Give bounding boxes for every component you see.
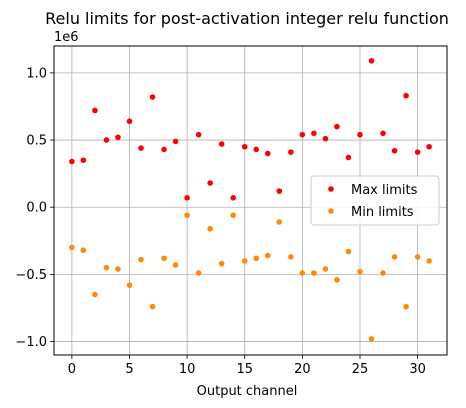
point-max-ch14 <box>230 195 237 201</box>
point-min-ch17 <box>264 252 271 259</box>
point-max-ch23 <box>334 123 340 130</box>
point-min-ch1 <box>80 247 87 254</box>
point-min-ch8 <box>161 255 167 262</box>
point-max-ch11 <box>195 131 202 138</box>
point-max-ch6 <box>138 145 144 151</box>
point-max-ch13 <box>218 141 225 147</box>
point-min-ch19 <box>288 254 294 260</box>
point-min-ch2 <box>92 291 98 298</box>
point-max-ch25 <box>357 131 363 138</box>
point-max-ch9 <box>172 138 179 145</box>
point-max-ch21 <box>311 130 317 137</box>
point-max-ch10 <box>184 195 190 201</box>
point-max-ch17 <box>264 150 271 157</box>
legend-box <box>310 175 440 226</box>
point-max-ch2 <box>92 107 98 114</box>
point-min-ch5 <box>126 282 133 288</box>
point-min-ch12 <box>207 225 213 232</box>
x-tick-label: 20 <box>294 362 311 377</box>
axis-ticks: 0 5 10 15 20 25 30 −1.0 −0.5 0.0 0.5 1.0 <box>15 66 425 377</box>
point-min-ch25 <box>357 268 363 275</box>
x-tick-label: 15 <box>236 362 253 377</box>
x-tick-label: 25 <box>352 362 369 377</box>
point-min-ch21 <box>311 270 317 276</box>
point-min-ch20 <box>299 270 306 276</box>
point-max-ch7 <box>149 94 156 100</box>
point-max-ch1 <box>80 157 87 163</box>
legend-marker-min <box>328 208 334 214</box>
point-max-ch18 <box>276 188 283 194</box>
y-tick-label: −0.5 <box>15 268 47 283</box>
x-tick-label: 0 <box>68 362 76 377</box>
point-min-ch3 <box>103 264 110 271</box>
point-max-ch31 <box>426 143 432 150</box>
point-min-ch26 <box>368 336 375 342</box>
point-max-ch15 <box>241 143 248 150</box>
point-max-ch3 <box>103 137 110 143</box>
point-min-ch27 <box>380 270 386 276</box>
y-offset-label: 1e6 <box>54 30 79 45</box>
point-min-ch4 <box>115 266 121 272</box>
point-max-ch0 <box>69 158 75 165</box>
point-max-ch16 <box>253 146 260 153</box>
legend-label-min: Min limits <box>351 205 414 220</box>
point-max-ch27 <box>380 130 386 137</box>
point-min-ch29 <box>403 303 409 310</box>
point-min-ch6 <box>138 256 144 263</box>
y-tick-label: 0.0 <box>26 201 47 216</box>
point-max-ch4 <box>115 134 121 141</box>
chart-title: Relu limits for post-activation integer … <box>45 9 449 28</box>
point-max-ch30 <box>414 149 421 155</box>
point-max-ch22 <box>322 135 329 142</box>
point-min-ch16 <box>253 255 260 262</box>
x-axis-label: Output channel <box>197 384 298 399</box>
legend-label-max: Max limits <box>351 183 418 198</box>
plot-frame <box>53 45 448 356</box>
point-min-ch18 <box>276 219 283 225</box>
x-tick-label: 30 <box>409 362 426 377</box>
point-max-ch19 <box>288 149 294 155</box>
point-min-ch10 <box>184 212 190 219</box>
y-tick-label: 1.0 <box>26 66 47 81</box>
data-points <box>69 57 432 342</box>
x-tick-label: 5 <box>125 362 133 377</box>
point-max-ch5 <box>126 118 133 125</box>
point-max-ch29 <box>403 92 409 99</box>
point-min-ch24 <box>345 248 352 255</box>
point-min-ch13 <box>218 260 225 267</box>
point-max-ch8 <box>161 146 167 153</box>
point-max-ch28 <box>391 147 398 154</box>
point-min-ch7 <box>149 303 156 310</box>
point-min-ch9 <box>172 262 179 268</box>
legend-marker-max <box>328 186 334 192</box>
x-tick-label: 10 <box>179 362 196 377</box>
point-min-ch11 <box>195 270 202 276</box>
point-min-ch14 <box>230 212 237 219</box>
point-min-ch30 <box>414 254 421 260</box>
point-max-ch20 <box>299 131 306 138</box>
point-max-ch26 <box>368 57 375 64</box>
legend: Max limits Min limits <box>310 175 440 226</box>
point-min-ch0 <box>69 244 75 251</box>
point-min-ch31 <box>426 258 432 264</box>
point-min-ch28 <box>391 254 398 260</box>
point-min-ch22 <box>322 266 329 272</box>
y-tick-label: 0.5 <box>26 134 47 149</box>
point-min-ch15 <box>241 258 248 264</box>
point-min-ch23 <box>334 276 340 283</box>
y-tick-label: −1.0 <box>15 335 47 350</box>
point-max-ch24 <box>345 154 352 161</box>
point-max-ch12 <box>207 180 213 186</box>
